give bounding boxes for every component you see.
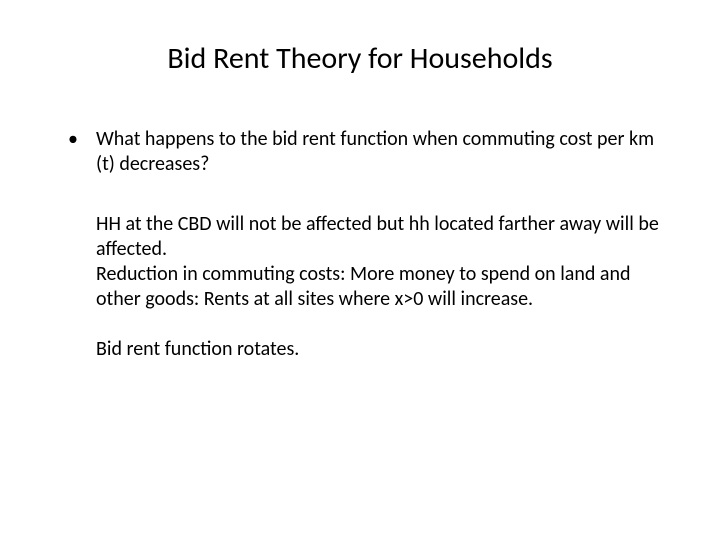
paragraph-2: Reduction in commuting costs: More money… <box>68 262 670 312</box>
slide-container: Bid Rent Theory for Households What happ… <box>0 0 720 540</box>
paragraph-3: Bid rent function rotates. <box>68 337 670 362</box>
bullet-question: What happens to the bid rent function wh… <box>68 127 670 177</box>
slide-content: What happens to the bid rent function wh… <box>50 127 670 362</box>
spacer <box>68 312 670 337</box>
paragraph-1: HH at the CBD will not be affected but h… <box>68 212 670 262</box>
slide-title: Bid Rent Theory for Households <box>50 40 670 77</box>
